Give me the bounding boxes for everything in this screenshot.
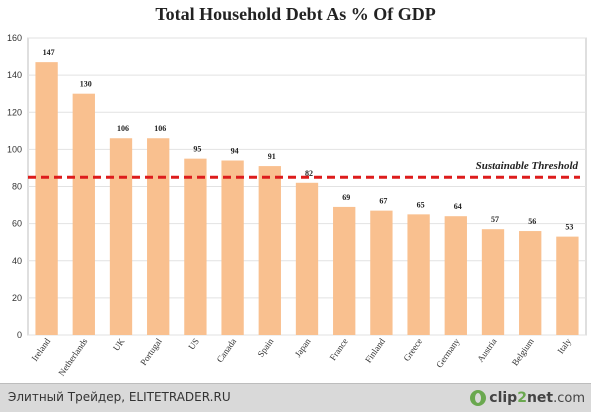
y-tick-label: 120 (7, 107, 22, 117)
bar (444, 216, 467, 335)
threshold-label: Sustainable Threshold (476, 160, 579, 172)
x-tick-label: US (186, 336, 201, 351)
bar (35, 62, 58, 335)
bar (184, 158, 207, 335)
chart-title: Total Household Debt As % Of GDP (155, 4, 436, 24)
x-tick-label: Germany (434, 336, 462, 370)
data-label: 94 (231, 147, 239, 156)
watermark-bar: Элитный Трейдер, ELITETRADER.RU clip 2 n… (0, 383, 591, 412)
data-label: 91 (268, 152, 276, 161)
x-tick-label: Finland (363, 336, 387, 365)
y-tick-label: 80 (12, 182, 22, 192)
brand-suffix: .com (553, 390, 585, 406)
bar (556, 236, 579, 335)
x-tick-label: UK (111, 336, 127, 353)
y-tick-label: 140 (7, 70, 22, 80)
bar (407, 214, 430, 335)
y-tick-label: 100 (7, 144, 22, 154)
bar (519, 231, 542, 335)
data-label: 53 (565, 223, 573, 232)
clip-logo-icon (470, 390, 487, 406)
data-label: 64 (454, 202, 462, 211)
x-tick-label: Belgium (510, 336, 536, 367)
data-label: 82 (305, 169, 313, 178)
brand-rest: net (526, 390, 554, 406)
x-tick-label: Canada (215, 336, 239, 364)
y-tick-label: 160 (7, 33, 22, 43)
bar (295, 182, 319, 335)
watermark-text: Элитный Трейдер, ELITETRADER.RU (8, 390, 231, 404)
bar-chart: 0 20 40 60 80 100 120 140 160 147 Ireland 130 Nether… (7, 33, 587, 378)
x-tick-label: Spain (255, 336, 275, 359)
x-tick-label: Italy (555, 336, 573, 356)
bar (370, 210, 393, 335)
x-tick-label: Netherlands (56, 336, 89, 378)
data-label: 57 (491, 215, 499, 224)
data-label: 106 (154, 124, 166, 133)
brand-logo: clip 2 net .com (470, 387, 585, 409)
bar (109, 138, 133, 335)
bar (147, 138, 170, 335)
data-label: 65 (417, 200, 425, 209)
x-tick-label: France (328, 336, 350, 362)
bar (72, 93, 95, 335)
data-label: 95 (193, 145, 201, 154)
data-label: 69 (342, 193, 350, 202)
brand-main: clip (489, 390, 518, 406)
bar (481, 229, 505, 335)
data-label: 67 (379, 197, 387, 206)
y-tick-label: 20 (12, 293, 22, 303)
data-label: 56 (528, 217, 536, 226)
bar (221, 160, 244, 335)
data-label: 130 (80, 80, 92, 89)
x-tick-label: Japan (293, 336, 313, 359)
bar (333, 206, 356, 335)
data-label: 106 (117, 124, 129, 133)
y-tick-label: 40 (12, 256, 22, 266)
y-tick-label: 0 (17, 330, 22, 340)
y-tick-label: 60 (12, 219, 22, 229)
brand-accent: 2 (517, 390, 527, 406)
x-tick-label: Greece (401, 336, 424, 363)
x-tick-label: Austria (475, 336, 498, 363)
x-tick-label: Portugal (138, 336, 164, 367)
data-label: 147 (43, 48, 55, 57)
bar (258, 166, 281, 335)
x-tick-label: Ireland (29, 336, 52, 363)
